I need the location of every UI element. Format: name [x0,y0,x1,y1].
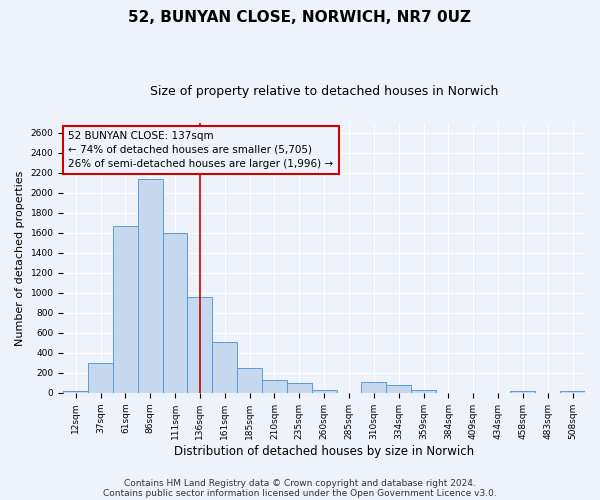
Text: Contains HM Land Registry data © Crown copyright and database right 2024.: Contains HM Land Registry data © Crown c… [124,478,476,488]
Bar [63,391,88,393]
Bar [312,390,337,393]
Bar [237,368,262,393]
Bar [187,297,212,393]
Bar [138,179,163,393]
Bar [88,364,113,393]
Bar [361,382,386,393]
Bar [560,391,585,393]
X-axis label: Distribution of detached houses by size in Norwich: Distribution of detached houses by size … [174,444,474,458]
Text: 52 BUNYAN CLOSE: 137sqm
← 74% of detached houses are smaller (5,705)
26% of semi: 52 BUNYAN CLOSE: 137sqm ← 74% of detache… [68,131,334,169]
Text: Contains public sector information licensed under the Open Government Licence v3: Contains public sector information licen… [103,488,497,498]
Bar [386,385,411,393]
Bar [163,233,187,393]
Bar [212,342,237,393]
Bar [511,391,535,393]
Bar [287,383,312,393]
Bar [262,380,287,393]
Text: 52, BUNYAN CLOSE, NORWICH, NR7 0UZ: 52, BUNYAN CLOSE, NORWICH, NR7 0UZ [128,10,472,25]
Bar [113,226,138,393]
Bar [411,390,436,393]
Title: Size of property relative to detached houses in Norwich: Size of property relative to detached ho… [150,85,499,98]
Y-axis label: Number of detached properties: Number of detached properties [15,170,25,346]
